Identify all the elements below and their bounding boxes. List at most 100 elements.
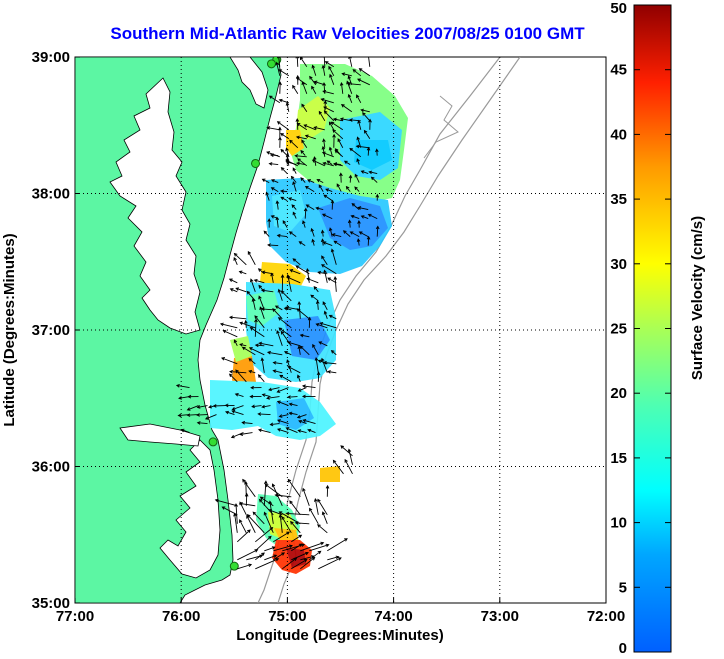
velocity-arrow [320, 229, 325, 237]
colorbar-tick-label: 5 [619, 579, 627, 596]
velocity-arrow [360, 215, 369, 220]
velocity-arrow [321, 511, 328, 524]
velocity-arrow [322, 138, 326, 148]
velocity-arrow [311, 64, 317, 76]
velocity-arrow [258, 498, 274, 516]
velocity-arrow [301, 139, 308, 149]
velocity-arrow [224, 410, 235, 416]
velocity-arrow [306, 277, 319, 284]
velocity-arrow [278, 513, 283, 533]
velocity-arrow [235, 287, 247, 293]
velocity-arrow [307, 179, 315, 184]
velocity-arrow [330, 121, 344, 131]
velocity-arrow [263, 230, 270, 237]
velocity-arrow [325, 188, 333, 193]
y-tick-label: 39:00 [32, 49, 70, 66]
velocity-arrow [328, 121, 335, 131]
velocity-arrow [228, 278, 238, 284]
velocity-arrow [287, 365, 301, 374]
velocity-arrow [229, 288, 238, 293]
y-tick-label: 35:00 [32, 595, 70, 612]
velocity-arrow [307, 316, 312, 328]
colorbar-label: Surface Velocity (cm/s) [689, 216, 706, 380]
velocity-arrow [266, 126, 280, 131]
velocity-arrow [241, 346, 256, 356]
velocity-arrow [260, 357, 265, 373]
velocity-arrow [288, 231, 297, 237]
velocity-arrow [239, 321, 256, 329]
velocity-arrow [276, 387, 289, 393]
velocity-arrow [291, 559, 308, 570]
velocity-arrow [298, 419, 307, 425]
velocity-arrow [329, 73, 335, 85]
velocity-arrow [239, 501, 247, 516]
velocity-arrow [321, 255, 328, 266]
x-axis-label: Longitude (Degrees:Minutes) [236, 627, 444, 644]
velocity-arrow [319, 321, 337, 329]
velocity-arrow [266, 396, 280, 400]
y-tick-label: 36:00 [32, 459, 70, 476]
velocity-arrow [260, 288, 274, 293]
velocity-arrow [375, 225, 380, 237]
velocity-arrow [175, 383, 190, 389]
velocity-arrow [321, 357, 328, 373]
velocity-arrow [233, 512, 238, 533]
velocity-arrow [254, 343, 265, 348]
velocity-arrow [328, 314, 337, 320]
colorbar-tick-label: 15 [610, 450, 627, 467]
velocity-arrow [339, 117, 352, 122]
velocity-arrow [318, 557, 342, 570]
velocity-arrow [268, 387, 280, 392]
velocity-arrow [281, 515, 292, 534]
velocity-arrow [283, 350, 292, 356]
x-tick-label: 77:00 [56, 608, 94, 625]
station-marker [251, 158, 261, 168]
velocity-arrow [249, 278, 256, 292]
velocity-arrow [277, 317, 292, 329]
velocity-arrow [322, 57, 327, 67]
velocity-arrow [323, 269, 328, 283]
velocity-arrow [302, 418, 316, 425]
velocity-arrow [300, 149, 306, 156]
y-axis-ticks: 39:00 38:00 37:00 36:00 35:00 [32, 49, 80, 612]
velocity-arrow [237, 563, 253, 570]
velocity-arrow [259, 496, 274, 507]
velocity-arrow [251, 297, 256, 310]
velocity-arrow [320, 98, 334, 104]
velocity-arrow [236, 529, 251, 543]
velocity-arrow [290, 520, 301, 534]
velocity-arrow [303, 124, 316, 131]
velocity-arrow [309, 75, 317, 86]
velocity-arrow [270, 179, 279, 184]
velocity-arrow [313, 126, 325, 131]
velocity-arrow [269, 153, 279, 157]
velocity-arrow [285, 511, 310, 516]
velocity-arrow [235, 369, 247, 383]
velocity-arrow [274, 305, 283, 311]
velocity-arrow [291, 543, 303, 552]
velocity-arrow [248, 358, 256, 365]
velocity-arrow [356, 238, 361, 246]
velocity-field [210, 64, 408, 574]
velocity-arrow [309, 507, 319, 525]
velocity-arrow [268, 500, 274, 524]
velocity-arrow [357, 206, 369, 211]
x-tick-label: 75:00 [268, 608, 306, 625]
velocity-arrow [239, 432, 253, 437]
y-tick-label: 37:00 [32, 322, 70, 339]
velocity-arrow [300, 177, 306, 183]
station-markers [208, 57, 282, 571]
velocity-arrow [358, 231, 369, 237]
velocity-arrow [299, 333, 310, 338]
velocity-arrow [317, 524, 328, 534]
velocity-arrow [261, 178, 270, 184]
colorbar-tick-label: 25 [610, 321, 627, 338]
velocity-arrow [325, 484, 330, 497]
velocity-arrow [294, 521, 310, 525]
velocity-arrow [318, 341, 328, 347]
velocity-arrow [289, 500, 301, 516]
velocity-arrow [264, 546, 276, 552]
velocity-arrow [234, 503, 238, 524]
velocity-arrow [375, 148, 379, 156]
velocity-arrow [255, 526, 274, 543]
